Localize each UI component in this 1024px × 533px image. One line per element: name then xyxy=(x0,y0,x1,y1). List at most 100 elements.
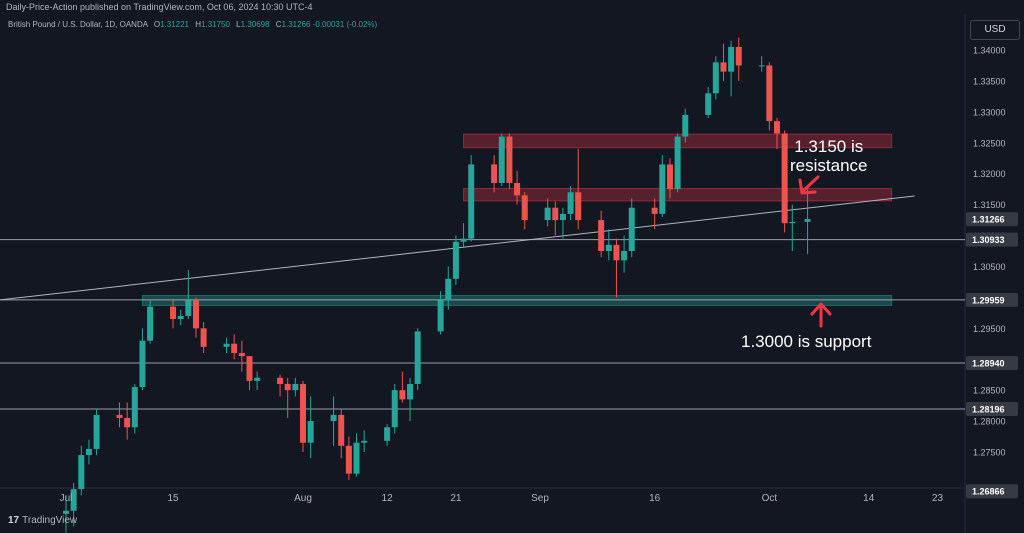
y-tick-label: 1.28000 xyxy=(973,417,1006,427)
price-label: 1.26866 xyxy=(972,487,1005,497)
y-tick-label: 1.27500 xyxy=(973,448,1006,458)
candle-body xyxy=(223,343,230,347)
candle-body xyxy=(789,221,796,224)
candle-body xyxy=(63,510,69,514)
tradingview-logo-icon: 17 xyxy=(8,515,20,526)
candle-body xyxy=(728,46,735,72)
price-label-box xyxy=(966,484,1018,499)
candle-body xyxy=(774,121,780,134)
candle-body xyxy=(284,383,291,391)
tradingview-name: TradingView xyxy=(22,515,78,526)
high-value: 1.31750 xyxy=(201,20,230,29)
y-tick-label: 1.33000 xyxy=(973,107,1006,117)
candle-body xyxy=(491,164,498,183)
price-label-box xyxy=(966,355,1018,370)
candle-body xyxy=(131,387,138,428)
low-label: L xyxy=(236,20,241,29)
symbol-legend: British Pound / U.S. Dollar, 1D, OANDA O… xyxy=(8,20,377,29)
candle-body xyxy=(200,328,207,347)
x-tick-label: Jul xyxy=(60,493,73,504)
candle-body xyxy=(292,383,299,391)
y-tick-label: 1.29500 xyxy=(973,324,1006,334)
price-label-box xyxy=(966,212,1018,227)
candle-body xyxy=(605,244,612,251)
candle-body xyxy=(391,390,398,428)
candle-body xyxy=(246,356,253,381)
candle-body xyxy=(78,455,85,490)
candle-body xyxy=(414,331,421,384)
candle-body xyxy=(674,136,681,190)
y-tick-label: 1.28500 xyxy=(973,386,1006,396)
x-tick-label: 12 xyxy=(382,493,394,504)
candle-body xyxy=(506,136,513,183)
x-tick-label: Sep xyxy=(531,493,549,504)
price-label: 1.28940 xyxy=(972,358,1005,368)
y-tick-label: 1.30500 xyxy=(973,262,1006,272)
x-tick-label: 14 xyxy=(863,493,875,504)
candle-body xyxy=(70,489,77,511)
price-label-box xyxy=(966,292,1018,307)
candle-body xyxy=(185,300,192,316)
tradingview-branding[interactable]: 17 TradingView xyxy=(8,515,77,526)
candle-body xyxy=(399,390,406,400)
candle-body xyxy=(758,65,765,67)
support-arrow-head xyxy=(810,302,832,316)
candle-body xyxy=(452,241,459,279)
resistance-annotation-line1: 1.3150 is xyxy=(794,137,864,156)
support-annotation: 1.3000 is support xyxy=(741,332,872,351)
y-tick-label: 1.32500 xyxy=(973,138,1006,148)
candle-body xyxy=(300,383,306,443)
y-tick-label: 1.31500 xyxy=(973,200,1006,210)
candle-body xyxy=(766,65,773,122)
price-label: 1.28196 xyxy=(972,404,1005,414)
change-value: -0.00031 (-0.02%) xyxy=(312,20,378,29)
open-label: O xyxy=(153,20,161,29)
candle-body xyxy=(147,306,154,341)
resistance-annotation-line2: resistance xyxy=(790,156,868,175)
candle-body xyxy=(621,251,628,261)
candle-body xyxy=(544,207,551,221)
candle-body xyxy=(781,133,788,224)
price-label-box xyxy=(966,232,1018,247)
close-value: 1.31266 xyxy=(281,20,311,29)
candle-body xyxy=(238,353,245,357)
candle-body xyxy=(192,300,199,329)
resistance-annotation: 1.3150 is resistance xyxy=(790,137,867,175)
x-tick-label: 15 xyxy=(167,493,179,504)
currency-button[interactable]: USD xyxy=(970,20,1020,40)
candle-body xyxy=(552,207,559,221)
candle-body xyxy=(567,192,574,214)
candle-body xyxy=(659,164,666,214)
publish-info: Daily-Price-Action published on TradingV… xyxy=(6,2,313,12)
candle-body xyxy=(345,445,352,474)
candle-body xyxy=(116,414,123,418)
candle-body xyxy=(170,306,177,320)
candle-body xyxy=(720,62,727,72)
candle-body xyxy=(338,414,345,446)
support-zone xyxy=(141,295,893,306)
x-tick-label: Oct xyxy=(762,493,778,504)
candle-body xyxy=(124,417,131,428)
candle-body xyxy=(231,343,238,354)
candle-body xyxy=(666,164,673,190)
candle-body xyxy=(93,414,100,449)
candle-body xyxy=(407,383,414,400)
x-tick-label: Aug xyxy=(294,493,312,504)
low-value: 1.30698 xyxy=(240,20,270,29)
resistance-arrow-shaft xyxy=(802,175,820,192)
y-tick-label: 1.33500 xyxy=(973,76,1006,86)
candle-body xyxy=(514,182,521,196)
candle-body xyxy=(139,340,146,388)
candle-body xyxy=(384,427,391,441)
candle-body xyxy=(307,421,314,443)
resistance-arrow-head xyxy=(798,178,817,195)
candle-body xyxy=(85,448,92,456)
candle-body xyxy=(598,220,605,251)
candle-body xyxy=(705,93,712,115)
candle-body xyxy=(521,195,528,221)
candle-body xyxy=(628,207,635,251)
candle-body xyxy=(682,114,689,137)
candle-body xyxy=(277,377,284,384)
candle-body xyxy=(559,213,566,221)
